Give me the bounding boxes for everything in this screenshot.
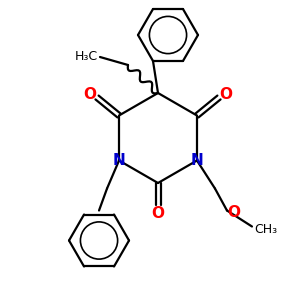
Text: O: O <box>83 87 97 102</box>
Text: N: N <box>113 153 125 168</box>
Text: N: N <box>190 153 203 168</box>
Text: H₃C: H₃C <box>74 50 98 62</box>
Text: O: O <box>152 206 164 220</box>
Text: O: O <box>220 87 232 102</box>
Text: CH₃: CH₃ <box>254 223 278 236</box>
Text: O: O <box>227 205 241 220</box>
